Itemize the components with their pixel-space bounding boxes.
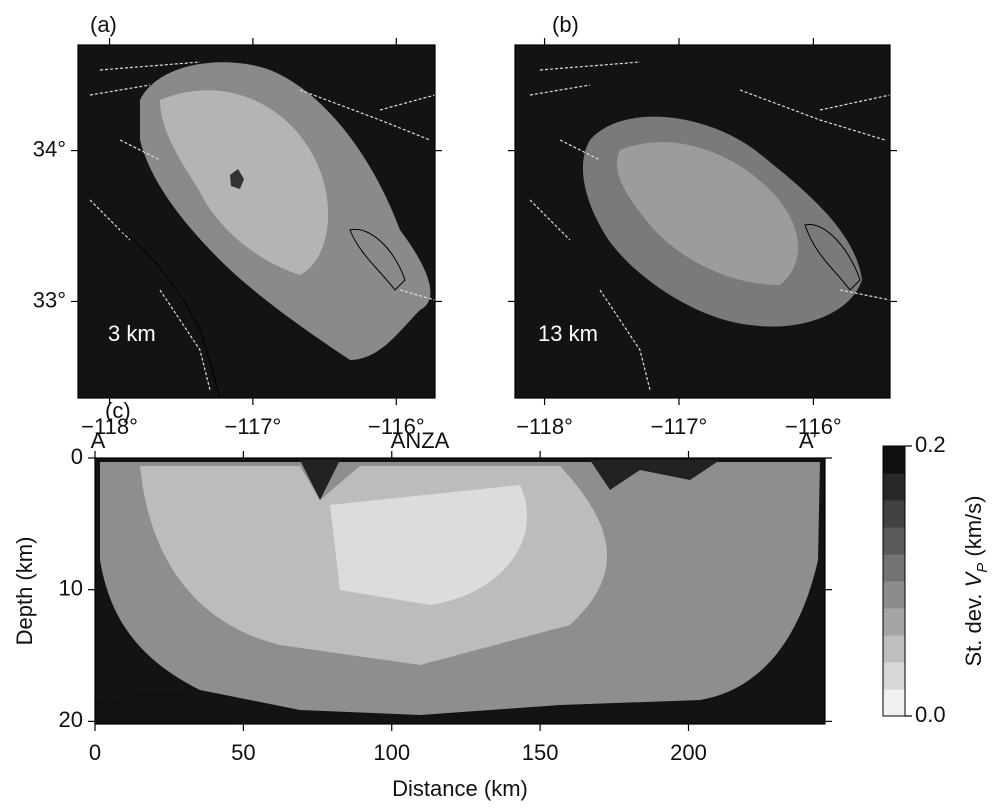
section-label: ANZA xyxy=(391,428,450,453)
colorbar-label: St. dev. VP (km/s) xyxy=(961,496,992,667)
y-tick-label: 0 xyxy=(71,444,83,469)
x-axis-label: Distance (km) xyxy=(392,776,528,801)
x-tick-label: 200 xyxy=(670,740,707,765)
colorbar-label-part: V xyxy=(961,570,986,587)
section-label: A xyxy=(91,428,106,453)
colorbar-step xyxy=(883,662,905,690)
x-tick-label: 150 xyxy=(522,740,559,765)
colorbar-step xyxy=(883,446,905,474)
plot-frame xyxy=(77,44,436,399)
map-a-image xyxy=(78,45,436,399)
map-b-image xyxy=(515,45,891,398)
colorbar-label-part: St. dev. xyxy=(961,587,986,666)
colorbar-label-part: (km/s) xyxy=(961,496,986,563)
colorbar-frame xyxy=(882,445,906,717)
colorbar-step xyxy=(883,527,905,555)
colorbar-step xyxy=(883,554,905,582)
colorbar-label-part: P xyxy=(974,563,991,573)
colorbar: 0.0 0.2 St. dev. VP (km/s) xyxy=(882,432,992,727)
x-tick-label: 50 xyxy=(231,740,255,765)
colorbar-step xyxy=(883,500,905,528)
colorbar-step xyxy=(883,473,905,501)
colorbar-step xyxy=(883,689,905,717)
section-label: A’ xyxy=(799,428,817,453)
x-tick-label: −118° xyxy=(81,414,138,439)
depth-label: 13 km xyxy=(538,321,598,346)
colorbar-step xyxy=(883,581,905,609)
panel-label: (c) xyxy=(105,398,131,423)
y-axis-label: Depth (km) xyxy=(12,537,37,646)
y-tick-label: 10 xyxy=(59,575,83,600)
x-tick-label: −116° xyxy=(368,414,425,439)
plot-frame xyxy=(514,44,891,399)
y-tick-label: 33° xyxy=(33,287,66,312)
cross-section-image xyxy=(95,458,825,724)
x-tick-label: 100 xyxy=(373,740,410,765)
panel-label: (b) xyxy=(552,12,579,37)
depth-label: 3 km xyxy=(108,321,156,346)
x-tick-label: −116° xyxy=(785,414,842,439)
x-tick-label: −117° xyxy=(225,414,282,439)
colorbar-step xyxy=(883,608,905,636)
panel-label: (a) xyxy=(90,12,117,37)
x-tick-label: −118° xyxy=(516,414,573,439)
y-tick-label: 20 xyxy=(59,707,83,732)
colorbar-tick-label: 0.0 xyxy=(915,702,946,727)
colorbar-tick-label: 0.2 xyxy=(915,432,946,457)
x-tick-label: 0 xyxy=(89,740,101,765)
plot-frame xyxy=(94,457,826,725)
colorbar-step xyxy=(883,635,905,663)
x-tick-label: −117° xyxy=(651,414,708,439)
y-tick-label: 34° xyxy=(33,136,66,161)
